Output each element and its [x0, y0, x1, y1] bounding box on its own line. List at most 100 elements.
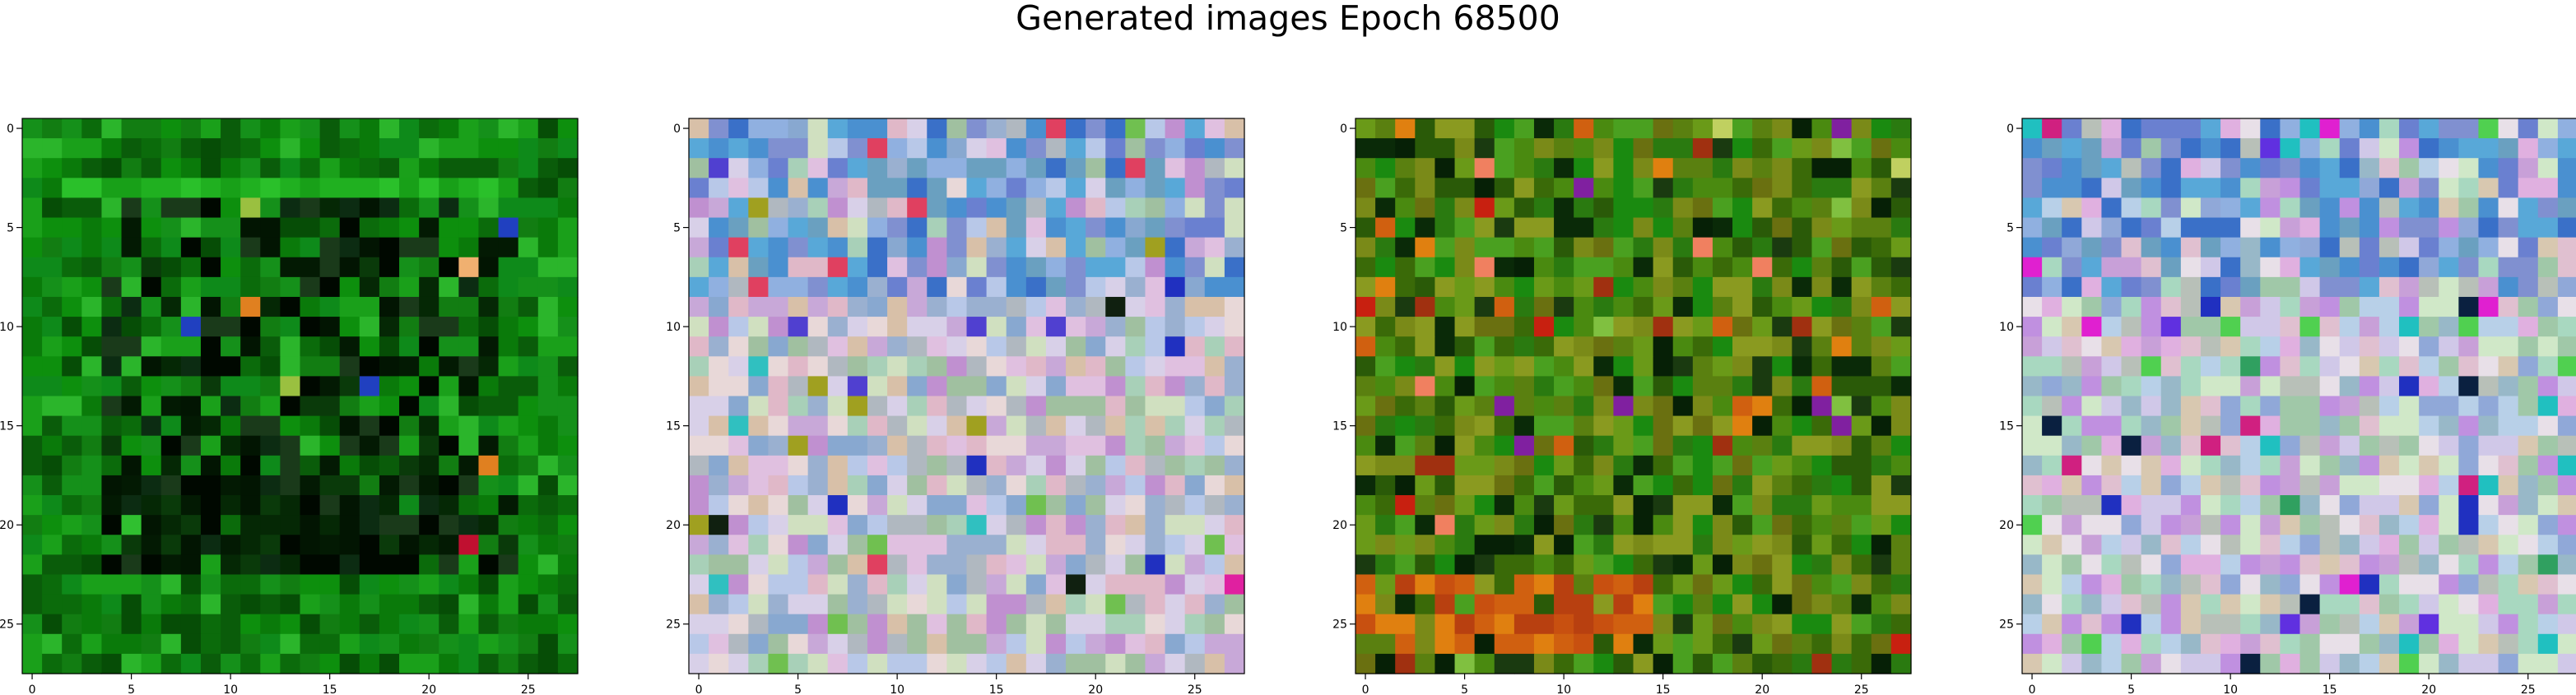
pixel-cell [848, 317, 868, 337]
pixel-cell [221, 118, 241, 139]
pixel-cell [1554, 475, 1574, 496]
pixel-cell [887, 376, 908, 396]
pixel-cell [1066, 336, 1086, 357]
pixel-cell [808, 257, 829, 278]
pixel-cell [709, 595, 729, 615]
pixel-cell [1046, 515, 1067, 535]
pixel-cell [1086, 456, 1106, 476]
pixel-cell [927, 535, 947, 555]
pixel-cell [2201, 595, 2221, 615]
pixel-cell [2499, 654, 2519, 674]
pixel-cell [1495, 336, 1515, 357]
pixel-cell [1752, 297, 1773, 317]
pixel-cell [2220, 396, 2241, 417]
pixel-cell [1475, 654, 1495, 674]
pixel-cell [946, 614, 967, 635]
pixel-cell [927, 574, 947, 595]
pixel-cell [1434, 118, 1455, 139]
pixel-cell [1852, 515, 1872, 535]
pixel-cell [2419, 336, 2439, 357]
pixel-cell [142, 554, 162, 575]
pixel-cell [788, 197, 809, 218]
pixel-cell [1205, 297, 1225, 317]
pixel-cell [2458, 356, 2479, 377]
pixel-cell [1732, 396, 1753, 417]
pixel-cell [867, 376, 888, 396]
pixel-cell [379, 376, 400, 396]
pixel-cell [927, 456, 947, 476]
pixel-cell [1495, 495, 1515, 516]
pixel-cell [201, 456, 221, 476]
pixel-cell [2518, 396, 2539, 417]
pixel-cell [1514, 515, 1535, 535]
pixel-cell [81, 336, 102, 357]
pixel-cell [1185, 396, 1206, 417]
pixel-cell [458, 554, 479, 575]
pixel-cell [1026, 634, 1047, 655]
pixel-cell [1066, 317, 1086, 337]
pixel-cell [1225, 495, 1245, 516]
pixel-cell [399, 574, 420, 595]
pixel-cell [221, 416, 241, 437]
pixel-cell [867, 356, 888, 377]
pixel-cell [538, 297, 559, 317]
pixel-cell [1066, 356, 1086, 377]
pixel-cell [1205, 238, 1225, 258]
pixel-cell [1105, 554, 1126, 575]
pixel-cell [1891, 277, 1912, 298]
pixel-cell [2062, 118, 2082, 139]
pixel-cell [320, 634, 341, 655]
pixel-cell [458, 356, 479, 377]
pixel-cell [2181, 574, 2202, 595]
pixel-cell [2458, 614, 2479, 635]
pixel-cell [2062, 554, 2082, 575]
pixel-cell [867, 654, 888, 674]
pixel-cell [1475, 595, 1495, 615]
pixel-cell [181, 436, 202, 456]
pixel-cell [2141, 317, 2162, 337]
pixel-cell [2518, 574, 2539, 595]
pixel-cell [1026, 595, 1047, 615]
pixel-cell [122, 277, 142, 298]
pixel-cell [1165, 614, 1186, 635]
pixel-cell [1534, 218, 1555, 239]
pixel-cell [1066, 297, 1086, 317]
pixel-cell [2220, 118, 2241, 139]
pixel-cell [808, 238, 829, 258]
pixel-cell [1673, 238, 1694, 258]
pixel-cell [1086, 475, 1106, 496]
pixel-cell [1534, 495, 1555, 516]
pixel-cell [1693, 634, 1713, 655]
pixel-cell [689, 416, 709, 437]
pixel-cell [1105, 634, 1126, 655]
pixel-cell [2101, 535, 2122, 555]
pixel-cell [2141, 634, 2162, 655]
pixel-cell [360, 178, 380, 198]
pixel-cell [419, 218, 439, 239]
pixel-cell [42, 396, 63, 417]
pixel-cell [1026, 554, 1047, 575]
pixel-cell [828, 257, 849, 278]
pixel-cell [2022, 456, 2043, 476]
pixel-cell [1634, 257, 1654, 278]
pixel-cell [2201, 436, 2221, 456]
pixel-cell [848, 178, 868, 198]
pixel-cell [1086, 277, 1106, 298]
pixel-cell [2260, 634, 2281, 655]
pixel-cell [1415, 138, 1435, 159]
pixel-cell [1086, 257, 1106, 278]
pixel-cell [340, 396, 360, 417]
pixel-cell [379, 238, 400, 258]
pixel-cell [419, 654, 439, 674]
y-tick-label: 15 [1999, 420, 2014, 433]
pixel-cell [22, 356, 43, 377]
pixel-cell [2558, 495, 2576, 516]
pixel-cell [1713, 356, 1733, 377]
pixel-cell [379, 436, 400, 456]
pixel-cell [2042, 436, 2062, 456]
pixel-cell [2399, 614, 2420, 635]
pixel-cell [768, 158, 788, 178]
pixel-cell [927, 614, 947, 635]
pixel-cell [1395, 614, 1416, 635]
pixel-cell [1434, 416, 1455, 437]
